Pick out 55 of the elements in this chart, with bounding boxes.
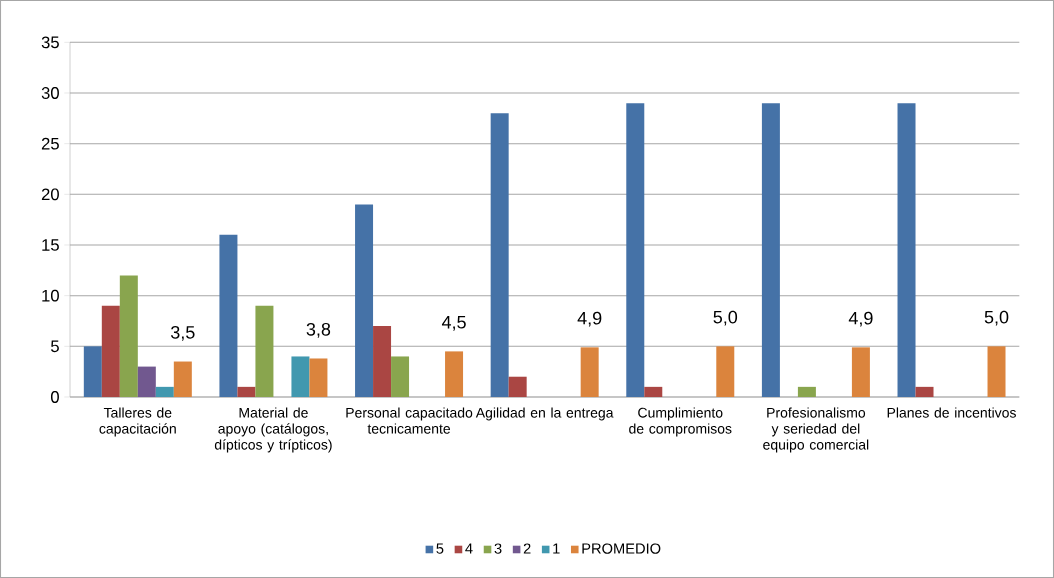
legend-label: 3 — [494, 543, 502, 554]
bar — [644, 386, 663, 397]
data-label: 4,5 — [441, 316, 466, 331]
y-tick-label: 20 — [41, 188, 59, 201]
bar — [119, 275, 138, 397]
bar — [255, 305, 274, 397]
y-tick-label: 30 — [41, 87, 59, 99]
x-tick-label: Agilidad en la entrega — [475, 407, 614, 421]
y-tick-label: 10 — [42, 289, 59, 302]
bar — [237, 386, 256, 397]
bar — [508, 376, 527, 397]
bar — [716, 346, 735, 397]
data-label: 4,9 — [577, 311, 602, 327]
bar — [580, 347, 599, 397]
legend-label: PROMEDIO — [582, 543, 661, 554]
bar — [851, 347, 870, 397]
bar — [101, 305, 120, 397]
bar — [987, 346, 1006, 397]
bar — [83, 346, 102, 397]
data-label: 5,0 — [713, 310, 738, 326]
y-tick-label: 35 — [41, 36, 59, 49]
bar — [219, 234, 238, 397]
x-tick-label: Planes de incentivos — [887, 407, 1016, 418]
bar — [626, 103, 645, 397]
bar — [137, 366, 156, 397]
y-tick-label: 15 — [42, 239, 59, 251]
bar — [355, 204, 374, 397]
x-tick-label: Cumplimiento de compromisos — [629, 407, 732, 437]
data-label: 4,9 — [848, 311, 873, 327]
legend-label: 1 — [553, 543, 560, 554]
x-tick-label: Profesionalismo y seriedad del equipo comercial — [763, 407, 869, 453]
y-tick-label: 0 — [50, 391, 59, 403]
legend-label: 5 — [436, 543, 444, 554]
data-label: 3,5 — [171, 325, 195, 341]
y-tick-label: 25 — [41, 137, 59, 150]
bar — [915, 386, 934, 397]
bar — [155, 386, 174, 397]
bar — [173, 361, 192, 397]
bar — [291, 356, 310, 397]
bar — [490, 113, 509, 397]
bar — [309, 358, 328, 397]
y-tick-label: 5 — [51, 340, 59, 353]
bar — [761, 103, 780, 397]
data-label: 3,8 — [306, 322, 331, 338]
bar — [797, 386, 816, 397]
x-tick-label: Material de apoyo (catálogos, dípticos y trípticos) — [214, 407, 332, 453]
legend-label: 4 — [465, 543, 473, 554]
x-tick-label: Talleres de capacitación — [99, 407, 176, 437]
bar — [897, 103, 916, 397]
legend-label: 2 — [523, 543, 531, 554]
bar — [391, 356, 410, 397]
bar — [445, 351, 464, 397]
bar — [373, 326, 392, 397]
data-label: 5,0 — [984, 310, 1009, 326]
x-tick-label: Personal capacitado tecnicamente — [346, 407, 473, 434]
